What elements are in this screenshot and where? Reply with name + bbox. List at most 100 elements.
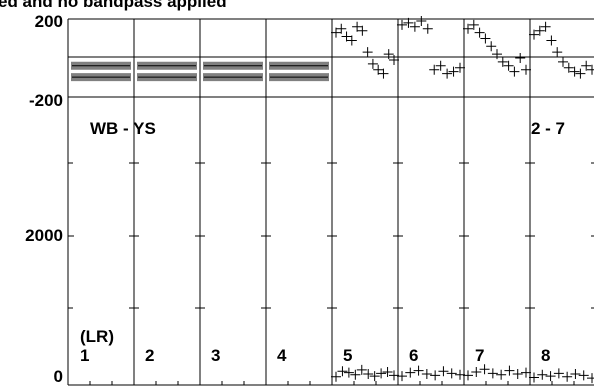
top-scatter-point: [416, 15, 427, 26]
top-scatter-point: [503, 60, 514, 71]
bottom-scatter-point: [343, 367, 354, 378]
antenna-label-2: 2: [145, 346, 154, 365]
top-y-tick-label-minus200: -200: [29, 91, 63, 110]
bottom-scatter-point: [487, 368, 498, 379]
bottom-scatter-point: [369, 371, 380, 382]
bottom-scatter-point: [512, 369, 523, 380]
bottom-scatter-point: [389, 370, 399, 381]
bottom-scatter-point: [438, 366, 449, 377]
pair-label: 2 - 7: [531, 119, 565, 138]
top-scatter-point: [552, 47, 563, 58]
top-scatter-point: [463, 23, 473, 34]
top-scatter-point: [442, 68, 453, 79]
bottom-scatter-point: [382, 366, 393, 377]
top-scatter-point: [409, 21, 420, 32]
bottom-scatter-point: [545, 371, 556, 382]
top-scatter-point: [389, 54, 399, 65]
antenna-labels: 1 2 3 4 5 6 7 8: [80, 346, 550, 365]
top-scatter-point: [362, 47, 373, 58]
top-scatter-point: [341, 31, 352, 42]
top-scatter-point: [357, 25, 368, 36]
top-scatter-point: [540, 21, 551, 32]
top-panel-frame: [68, 18, 594, 98]
bottom-scatter-point: [570, 369, 581, 380]
top-scatter-point: [422, 23, 433, 34]
polarization-label: (LR): [80, 327, 114, 346]
bottom-scatter-point: [471, 366, 482, 377]
bottom-scatter-point: [521, 367, 531, 378]
top-scatter-point: [367, 58, 378, 69]
antenna-column-dividers: [133, 19, 531, 385]
bottom-scatter-point: [504, 365, 515, 376]
antenna-label-1: 1: [80, 346, 89, 365]
top-scatter-point: [383, 49, 394, 60]
bottom-scatter-point: [455, 369, 465, 380]
bottom-scatter-point: [430, 370, 441, 381]
top-scatter-point: [397, 19, 407, 30]
bottom-scatter-point: [496, 369, 507, 380]
antenna-label-5: 5: [343, 346, 352, 365]
top-scatter-point: [575, 68, 586, 79]
top-scatter-point: [569, 66, 580, 77]
top-scatter-point: [474, 27, 485, 38]
top-scatter-point: [521, 64, 531, 75]
bottom-scatter-point: [413, 365, 424, 376]
top-y-tick-label-200: 200: [35, 12, 63, 31]
top-scatter-point: [587, 64, 594, 75]
top-scatter-point: [336, 23, 347, 34]
antenna-label-4: 4: [277, 346, 287, 365]
bottom-scatter-point: [350, 369, 361, 380]
bottom-scatter-point: [587, 373, 594, 384]
top-scatter-point: [448, 66, 459, 77]
top-scatter-point: [515, 53, 526, 63]
antenna-label-8: 8: [541, 346, 550, 365]
antenna-label-3: 3: [211, 346, 220, 365]
bottom-scatter-point: [562, 371, 573, 382]
antenna-label-6: 6: [409, 346, 418, 365]
bottom-scatter-point: [356, 364, 367, 375]
bottom-scatter-point: [397, 371, 407, 382]
top-scatter-point: [558, 56, 568, 67]
top-scatter-point: [378, 68, 389, 79]
top-scatter-point: [331, 27, 341, 38]
top-scatter-point: [492, 49, 502, 60]
bottom-scatter-point: [337, 366, 348, 377]
top-scatter-point: [563, 62, 574, 73]
bottom-scatter-point: [376, 368, 387, 379]
bottom-scatter-point: [537, 369, 548, 380]
plot-marks: [71, 15, 594, 384]
top-scatter-point: [403, 17, 414, 28]
bottom-scatter-point: [479, 364, 490, 375]
bottom-scatter-point: [405, 367, 416, 378]
top-scatter-point: [486, 41, 497, 52]
top-scatter-point: [497, 56, 508, 67]
top-scatter-point: [352, 21, 363, 32]
top-scatter-point: [546, 35, 557, 46]
header-title: ed and no bandpass applied: [0, 0, 227, 11]
bottom-scatter-point: [553, 368, 564, 379]
top-scatter-point: [529, 29, 539, 40]
bottom-scatter-point: [578, 370, 589, 381]
bottom-panel-frame: [67, 19, 594, 386]
bottom-y-tick-label-2000: 2000: [25, 226, 63, 245]
top-scatter-point: [435, 60, 446, 71]
bottom-scatter-point: [331, 371, 341, 382]
top-scatter-point: [455, 62, 465, 73]
bottom-scatter-point: [363, 369, 374, 380]
bottom-scatter-point: [463, 370, 473, 381]
baseline-label: WB - YS: [90, 119, 156, 138]
top-scatter-point: [534, 25, 545, 36]
bottom-scatter-point: [446, 368, 457, 379]
antenna-label-7: 7: [475, 346, 484, 365]
top-scatter-point: [429, 64, 440, 75]
axis-minor-ticks: [68, 18, 594, 385]
top-scatter-point: [480, 33, 491, 44]
top-scatter-point: [581, 60, 592, 71]
top-scatter-point: [373, 64, 384, 75]
top-scatter-point: [509, 66, 520, 77]
top-scatter-point: [468, 19, 479, 30]
bottom-scatter-point: [529, 372, 539, 383]
bottom-y-tick-label-0: 0: [54, 367, 63, 386]
bottom-scatter-point: [421, 369, 432, 380]
